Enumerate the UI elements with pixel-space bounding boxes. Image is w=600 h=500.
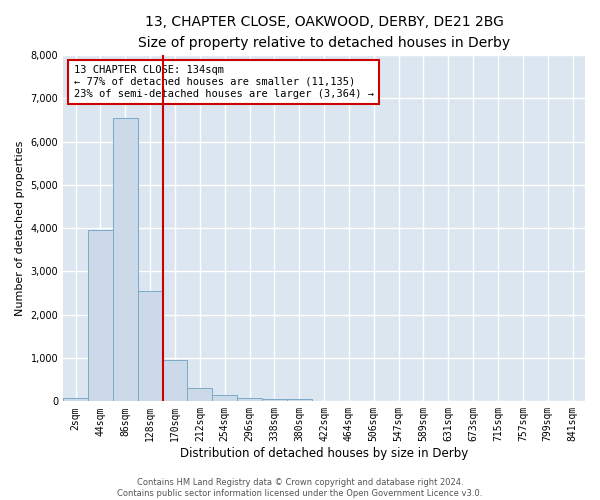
Bar — [262, 398, 287, 402]
Bar — [138, 291, 163, 402]
Bar — [237, 398, 262, 402]
Bar — [163, 360, 187, 402]
Text: 13 CHAPTER CLOSE: 134sqm
← 77% of detached houses are smaller (11,135)
23% of se: 13 CHAPTER CLOSE: 134sqm ← 77% of detach… — [74, 66, 374, 98]
Bar — [63, 398, 88, 402]
Y-axis label: Number of detached properties: Number of detached properties — [15, 140, 25, 316]
Bar — [113, 118, 138, 402]
Bar — [287, 399, 311, 402]
Bar — [88, 230, 113, 402]
Bar — [212, 396, 237, 402]
Text: Contains HM Land Registry data © Crown copyright and database right 2024.
Contai: Contains HM Land Registry data © Crown c… — [118, 478, 482, 498]
Bar — [187, 388, 212, 402]
Title: 13, CHAPTER CLOSE, OAKWOOD, DERBY, DE21 2BG
Size of property relative to detache: 13, CHAPTER CLOSE, OAKWOOD, DERBY, DE21 … — [138, 15, 510, 50]
X-axis label: Distribution of detached houses by size in Derby: Distribution of detached houses by size … — [180, 447, 468, 460]
